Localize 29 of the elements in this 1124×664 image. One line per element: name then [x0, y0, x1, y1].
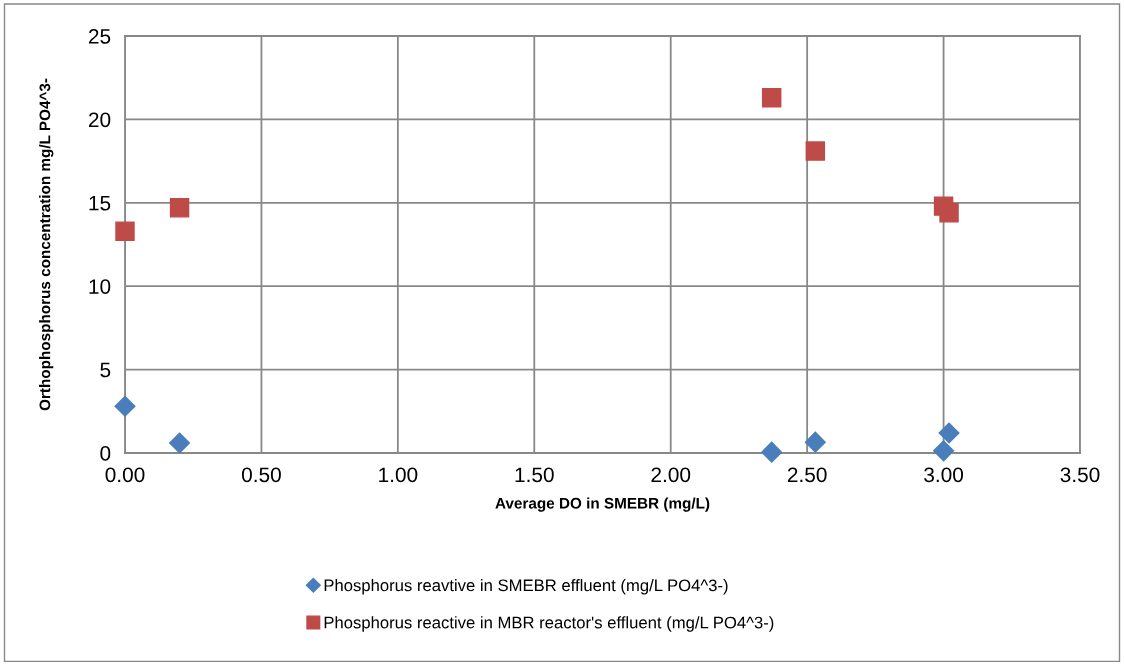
point [933, 440, 955, 462]
x-tick-label: 0.50 [241, 467, 281, 483]
point [169, 198, 190, 218]
point [939, 203, 959, 223]
y-tick-label: 5 [100, 362, 111, 378]
x-tick-label: 2.00 [651, 467, 691, 483]
y-axis-title: Orthophosphorus concentration mg/L PO4^3- [39, 78, 54, 411]
point [805, 141, 826, 161]
y-tick-label: 25 [88, 29, 111, 44]
point [761, 87, 782, 108]
x-tick-label: 1.50 [515, 467, 554, 483]
point [115, 221, 135, 241]
y-tick-label: 15 [89, 196, 111, 211]
y-tick-label: 20 [88, 112, 111, 128]
legend-label: Phosphorus reactive in MBR reactor's effluent (mg/L PO4^3-) [324, 616, 774, 632]
x-tick-label: 1.00 [379, 467, 418, 483]
x-tick-label: 3.50 [1060, 467, 1100, 483]
x-tick-label: 0.00 [105, 467, 145, 483]
point [938, 422, 960, 444]
point [804, 431, 826, 453]
x-tick-label: 3.00 [924, 467, 964, 483]
x-axis-title: Average DO in SMEBR (mg/L) [495, 497, 710, 512]
y-tick-label: 0 [100, 446, 111, 461]
y-tick-label: 10 [89, 279, 111, 294]
point [169, 432, 191, 454]
x-tick-label: 2.50 [787, 467, 827, 483]
legend-label: Phosphorus reavtive in SMEBR effluent (mg/L PO4^3-) [324, 579, 728, 595]
point [114, 395, 136, 417]
point [761, 441, 783, 463]
